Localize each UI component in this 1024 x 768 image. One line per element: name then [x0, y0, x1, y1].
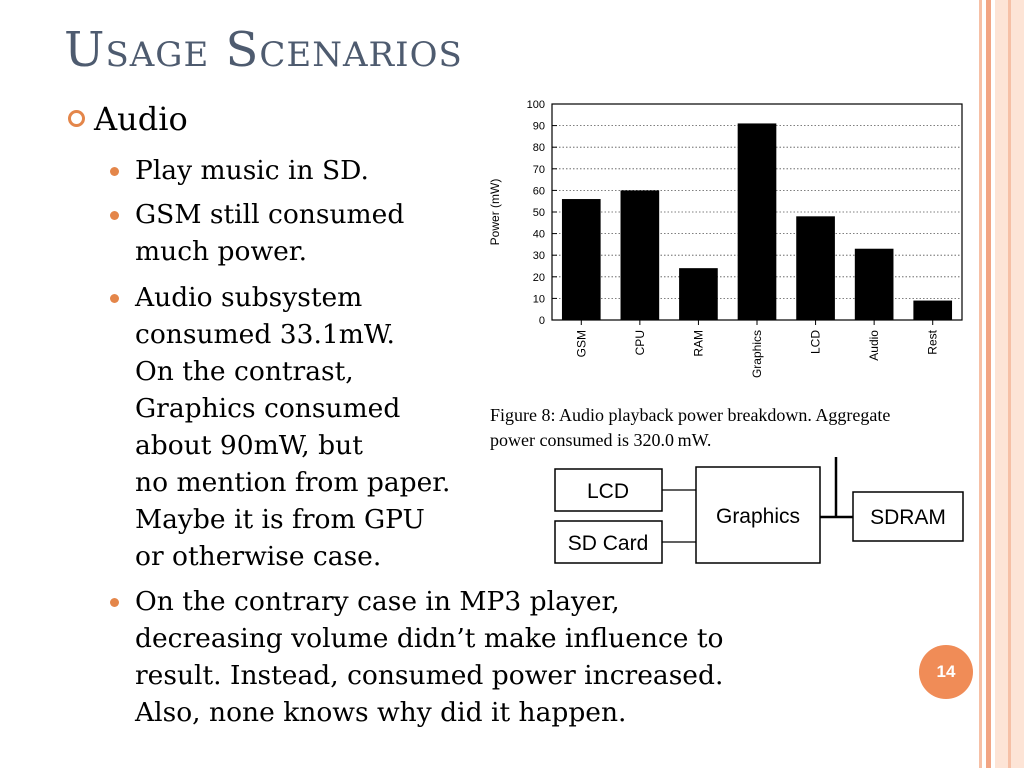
bar-lcd — [796, 216, 835, 320]
x-tick-label: CPU — [633, 330, 647, 355]
y-tick-label: 30 — [533, 250, 545, 262]
bullet-dot-icon — [110, 598, 119, 607]
lcd-label: LCD — [587, 480, 629, 503]
x-tick-label: RAM — [691, 330, 705, 357]
decor-stripe-1 — [979, 0, 982, 768]
bullet-dot-icon — [110, 294, 119, 303]
bar-graphics — [737, 123, 777, 320]
page-number-badge: 14 — [919, 645, 973, 699]
y-tick-label: 70 — [533, 164, 545, 176]
chart-bars — [561, 123, 953, 320]
x-tick-label: Graphics — [750, 330, 764, 378]
x-tick-label: Rest — [926, 329, 940, 354]
y-tick-label: 40 — [533, 229, 545, 241]
chart-x-ticks: GSM CPU RAM Graphics LCD Audio Rest — [574, 320, 940, 378]
bullet-dot-icon — [110, 211, 119, 220]
y-tick-label: 100 — [527, 99, 545, 111]
bar-ram — [679, 268, 718, 320]
graphics-label: Graphics — [716, 505, 800, 528]
y-tick-label: 20 — [533, 272, 545, 284]
bar-rest — [913, 300, 953, 320]
lcd-box — [554, 468, 663, 512]
x-tick-label: GSM — [574, 330, 588, 357]
y-tick-label: 50 — [533, 207, 545, 219]
sub-bullet-1: Play music in SD. — [135, 155, 369, 186]
chart-frame — [551, 103, 963, 321]
y-axis-label: Power (mW) — [488, 179, 502, 246]
sub-bullet-4: On the contrary case in MP3 player, decr… — [135, 586, 724, 728]
power-bar-chart: 0 10 20 30 40 50 60 70 80 90 100 GSM CPU RAM Graphics… — [488, 99, 963, 378]
hollow-bullet-icon — [68, 110, 85, 127]
y-tick-label: 0 — [539, 315, 545, 327]
sdcard-label: SD Card — [568, 532, 649, 555]
y-tick-label: 90 — [533, 121, 545, 133]
y-tick-label: 80 — [533, 142, 545, 154]
bar-audio — [854, 248, 894, 320]
sdram-label: SDRAM — [870, 506, 946, 529]
bullet-audio: Audio — [94, 100, 188, 138]
bar-cpu — [620, 190, 660, 320]
y-tick-label: 10 — [533, 293, 545, 305]
sub-bullet-3: Audio subsystem consumed 33.1mW. On the … — [135, 282, 451, 572]
bullet-dot-icon — [110, 167, 119, 176]
decor-stripe-4 — [1008, 0, 1011, 768]
sdram-box — [852, 491, 964, 542]
hardware-block-diagram: LCD SD Card Graphics SDRAM — [554, 457, 964, 564]
x-tick-label: LCD — [809, 330, 823, 354]
slide-title: Usage Scenarios — [64, 22, 463, 78]
figure-caption: Figure 8: Audio playback power breakdown… — [490, 405, 891, 450]
sdcard-box — [554, 520, 663, 564]
sub-bullet-2: GSM still consumed much power. — [135, 199, 405, 267]
bar-gsm — [561, 199, 601, 320]
y-tick-label: 60 — [533, 185, 545, 197]
decor-stripe-2 — [986, 0, 991, 768]
chart-y-ticks: 0 10 20 30 40 50 60 70 80 90 100 — [527, 99, 557, 327]
graphics-box — [695, 466, 821, 564]
x-tick-label: Audio — [867, 330, 881, 361]
